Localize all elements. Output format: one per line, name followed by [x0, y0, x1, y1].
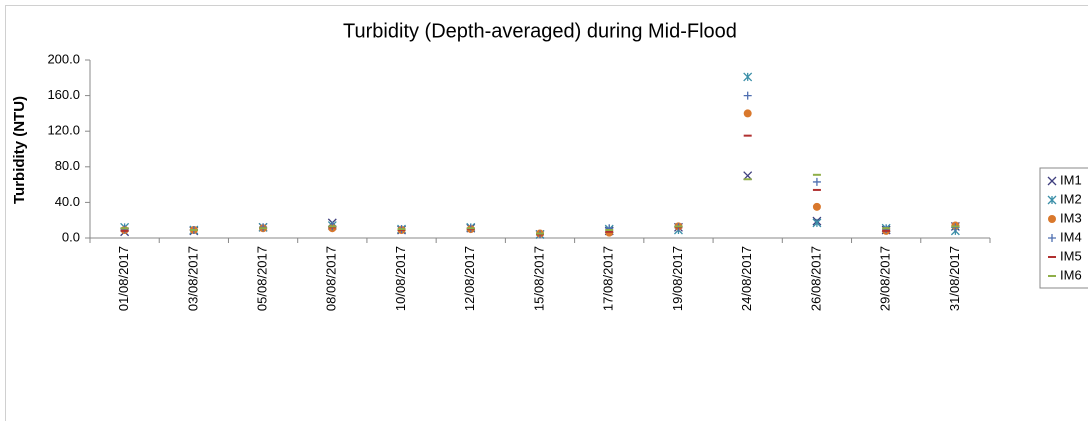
marker	[812, 202, 821, 211]
marker	[743, 72, 753, 82]
marker	[1047, 176, 1057, 186]
x-tick-label: 17/08/2017	[601, 246, 616, 311]
x-tick-label: 24/08/2017	[739, 246, 754, 311]
y-tick-label: 40.0	[55, 194, 80, 209]
legend-label: IM6	[1060, 267, 1082, 282]
marker	[1048, 234, 1056, 242]
chart-frame	[5, 5, 1088, 421]
marker	[812, 177, 821, 186]
marker	[1048, 215, 1056, 223]
x-tick-label: 05/08/2017	[255, 246, 270, 311]
x-tick-label: 19/08/2017	[670, 246, 685, 311]
chart-title: Turbidity (Depth-averaged) during Mid-Fl…	[343, 20, 737, 42]
marker	[1047, 195, 1057, 205]
x-tick-label: 10/08/2017	[393, 246, 408, 311]
x-tick-label: 29/08/2017	[878, 246, 893, 311]
legend-label: IM2	[1060, 191, 1082, 206]
x-tick-label: 01/08/2017	[116, 246, 131, 311]
marker	[812, 218, 822, 228]
legend-label: IM5	[1060, 248, 1082, 263]
legend-box	[1039, 167, 1088, 289]
legend-label: IM4	[1060, 229, 1082, 244]
y-tick-label: 160.0	[47, 87, 80, 102]
x-tick-label: 12/08/2017	[462, 246, 477, 311]
y-tick-label: 80.0	[55, 158, 80, 173]
x-tick-label: 31/08/2017	[947, 246, 962, 311]
x-tick-label: 15/08/2017	[531, 246, 546, 311]
x-tick-label: 26/08/2017	[808, 246, 823, 311]
x-tick-label: 03/08/2017	[185, 246, 200, 311]
y-tick-label: 200.0	[47, 51, 80, 66]
y-axis-title: Turbidity (NTU)	[11, 96, 28, 204]
legend-label: IM3	[1060, 210, 1082, 225]
marker	[743, 109, 752, 118]
legend-label: IM1	[1060, 172, 1082, 187]
y-tick-label: 120.0	[47, 123, 80, 138]
marker	[743, 91, 752, 100]
y-tick-label: 0.0	[62, 229, 80, 244]
x-tick-label: 08/08/2017	[324, 246, 339, 311]
